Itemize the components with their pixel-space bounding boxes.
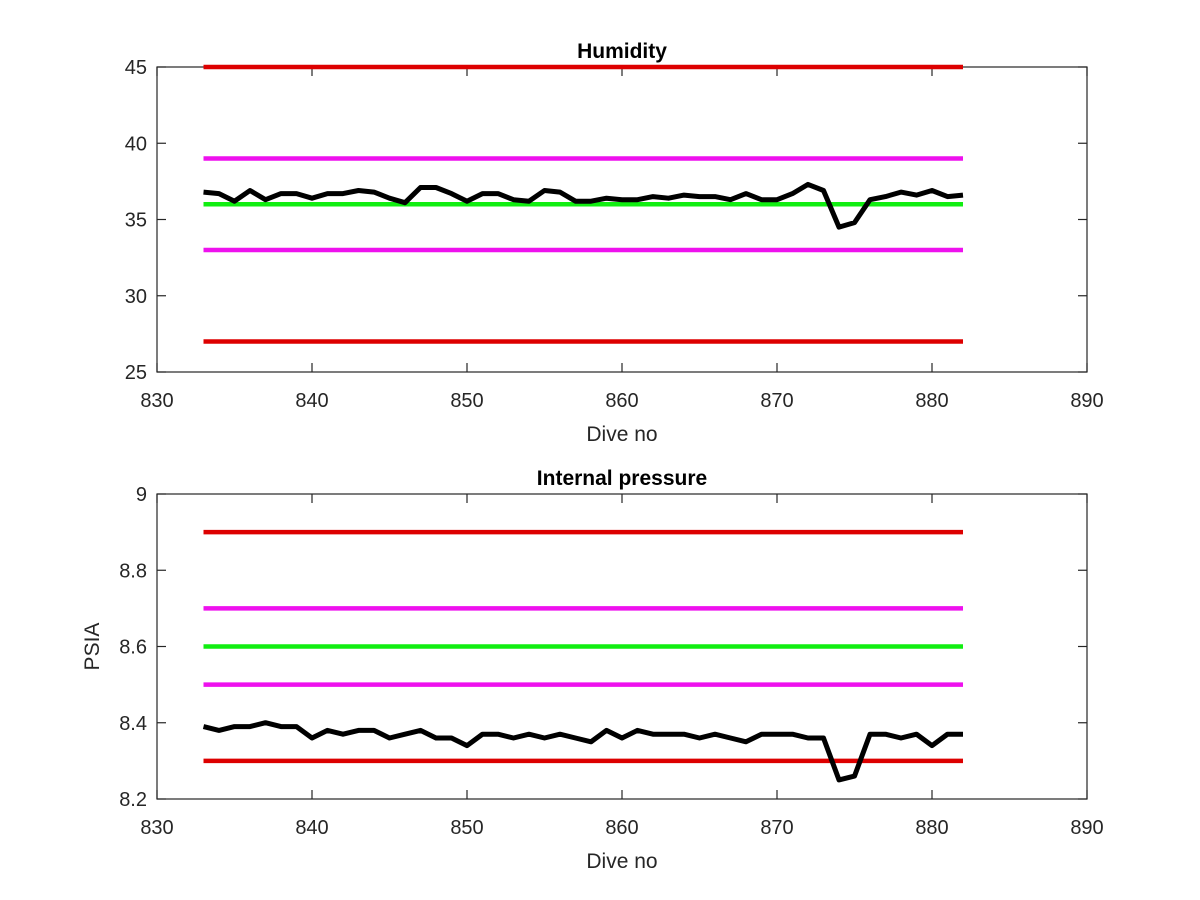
- y-tick-label: 8.8: [119, 560, 147, 582]
- y-tick-label: 45: [125, 57, 147, 79]
- x-tick-label: 840: [295, 817, 328, 839]
- chart-title: Humidity: [577, 40, 667, 63]
- series-line-5: [202, 720, 963, 783]
- internal-pressure-chart: 830 840 850 860 870 880 890 8.2 8.4 8.6 8.8 9 Intern…: [81, 467, 1104, 873]
- humidity-chart: 830 840 850 860 870 880 890 25 30 35 40 45 Humidity D…: [125, 40, 1104, 446]
- chart-title: Internal pressure: [537, 467, 707, 490]
- y-tick-label: 8.6: [119, 637, 147, 659]
- y-tick-label: 40: [125, 133, 147, 155]
- y-tick-label: 35: [125, 210, 147, 232]
- x-tick-label: 880: [915, 390, 948, 412]
- x-tick-label: 860: [605, 390, 638, 412]
- x-axis-label: Dive no: [586, 423, 657, 446]
- x-tick-label: 830: [140, 817, 173, 839]
- x-tick-label: 860: [605, 817, 638, 839]
- series-line-5: [203, 181, 964, 230]
- x-tick-label: 850: [450, 817, 483, 839]
- x-tick-label: 870: [760, 817, 793, 839]
- y-tick-label: 25: [125, 362, 147, 384]
- x-tick-label: 880: [915, 817, 948, 839]
- x-tick-label: 830: [140, 390, 173, 412]
- x-tick-label: 870: [760, 390, 793, 412]
- y-axis-label: PSIA: [81, 623, 104, 671]
- axes-box: [156, 66, 1088, 373]
- y-tick-label: 8.4: [119, 713, 147, 735]
- y-tick-label: 9: [136, 484, 147, 506]
- y-tick-label: 30: [125, 286, 147, 308]
- x-tick-label: 850: [450, 390, 483, 412]
- y-tick-label: 8.2: [119, 789, 147, 811]
- x-tick-label: 840: [295, 390, 328, 412]
- x-tick-label: 890: [1070, 390, 1103, 412]
- x-tick-label: 890: [1070, 817, 1103, 839]
- x-axis-label: Dive no: [586, 850, 657, 873]
